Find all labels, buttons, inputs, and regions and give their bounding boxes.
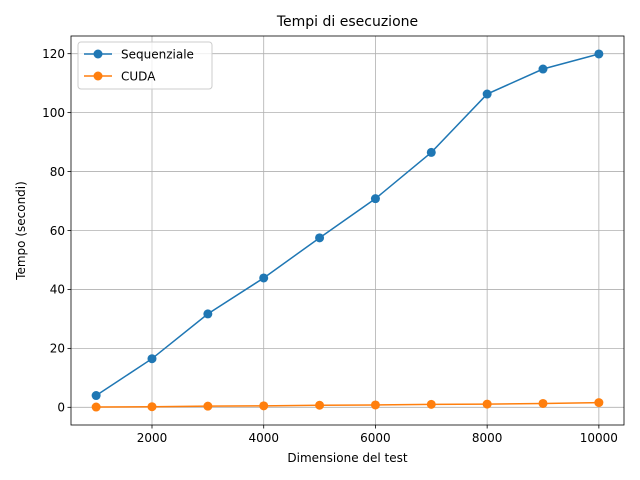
- x-tick-label: 2000: [137, 431, 168, 445]
- legend-marker: [93, 49, 103, 59]
- data-point: [426, 147, 436, 157]
- y-tick-label: 20: [50, 342, 65, 356]
- data-point: [147, 402, 157, 412]
- data-point: [482, 399, 492, 409]
- data-point: [259, 401, 269, 411]
- data-point: [203, 401, 213, 411]
- x-tick-label: 10000: [580, 431, 618, 445]
- data-point: [538, 64, 548, 74]
- y-tick-label: 80: [50, 165, 65, 179]
- legend-label: CUDA: [121, 69, 156, 83]
- y-axis-label: Tempo (secondi): [14, 181, 28, 281]
- data-point: [370, 400, 380, 410]
- chart-title: Tempi di esecuzione: [276, 14, 418, 30]
- y-tick-label: 60: [50, 224, 65, 238]
- data-point: [91, 391, 101, 401]
- y-tick-label: 0: [57, 401, 65, 415]
- data-point: [426, 399, 436, 409]
- series-line: [95, 53, 600, 397]
- data-point: [203, 309, 213, 319]
- y-tick-label: 100: [42, 106, 65, 120]
- data-point: [147, 354, 157, 364]
- data-point: [315, 400, 325, 410]
- x-axis-label: Dimensione del test: [287, 451, 407, 465]
- x-tick-label: 4000: [248, 431, 279, 445]
- axis-ticks: 2000 4000 6000 8000 10000 0 20 40 60 80 100 120: [42, 47, 618, 445]
- legend-marker: [93, 71, 103, 81]
- series-line: [96, 401, 599, 408]
- y-tick-label: 40: [50, 283, 65, 297]
- legend-label: Sequenziale: [121, 47, 194, 61]
- data-point: [594, 49, 604, 59]
- data-point: [370, 194, 380, 204]
- data-point: [259, 273, 269, 283]
- x-tick-label: 8000: [472, 431, 503, 445]
- grid-lines: [71, 36, 624, 425]
- x-tick-label: 6000: [360, 431, 391, 445]
- plot-series: [91, 49, 604, 412]
- data-point: [482, 89, 492, 99]
- y-tick-label: 120: [42, 47, 65, 61]
- series-1: [91, 49, 604, 401]
- data-point: [91, 402, 101, 412]
- series-2: [91, 398, 604, 412]
- data-point: [538, 398, 548, 408]
- data-point: [594, 398, 604, 408]
- legend: Sequenziale CUDA: [77, 41, 213, 90]
- data-point: [315, 233, 325, 243]
